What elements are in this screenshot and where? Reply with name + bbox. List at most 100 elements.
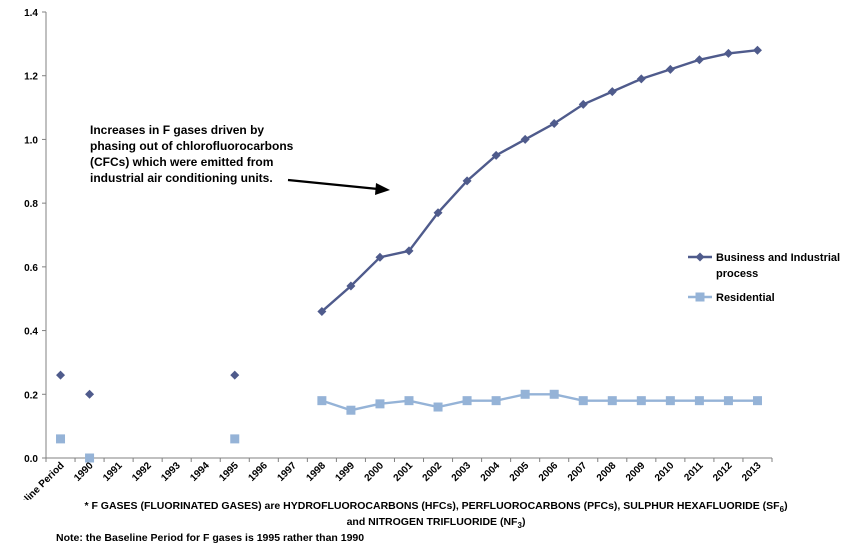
data-point [433,402,443,412]
legend-label: Residential [716,292,775,304]
data-point [85,453,95,463]
data-point [346,405,356,415]
data-point [230,370,240,380]
x-tick-label: 1993 [159,460,183,484]
footnote-line2: and NITROGEN TRIFLUORIDE (NF [346,516,518,529]
x-tick-label: 2001 [392,460,416,484]
y-tick-label: 0.4 [24,327,38,338]
x-tick-label: 2012 [711,460,735,484]
x-tick-label: 1997 [275,460,299,484]
footnote-line2-sub: 3 [517,521,522,531]
data-point [433,208,443,218]
y-tick-label: 1.0 [24,135,38,146]
data-point [230,434,240,444]
y-tick-label: 1.2 [24,72,38,83]
y-axis-ticks: 0.0 0.2 0.4 0.6 0.8 1.0 1.2 1.4 [24,8,46,465]
series-business-industrial [56,45,762,399]
footnote-f-gases: * F GASES (FLUORINATED GASES) are HYDROF… [56,500,816,532]
legend-item: Business and Industrial process [688,252,840,280]
y-tick-label: 0.6 [24,263,38,274]
chart-series [56,45,762,463]
legend-swatch-marker [695,292,705,302]
x-tick-label: 2008 [595,460,619,484]
data-point [491,150,501,160]
data-point [578,396,588,406]
data-point [694,55,704,65]
legend-swatch-marker [695,252,705,262]
data-point [491,396,501,406]
x-tick-label: 1990 [72,460,96,484]
footnote-line1-sub: 6 [779,505,785,515]
data-point [462,176,472,186]
series-line [321,49,758,313]
data-point [56,370,66,380]
footnote-line1-end: ) [784,500,788,512]
data-point [752,396,762,406]
data-point [636,396,646,406]
x-tick-label: 2006 [537,460,561,484]
x-tick-label: Baseline Period [6,460,67,500]
data-point [665,396,675,406]
arrow-shaft [287,178,379,191]
annotation-arrow [287,178,390,195]
footnote-note: Note: the Baseline Period for F gases is… [56,532,365,544]
series-residential [56,389,762,463]
line-chart: 0.0 0.2 0.4 0.6 0.8 1.0 1.2 1.4 Baseline Period… [6,8,840,500]
x-tick-label: 2007 [566,460,590,484]
arrow-head [375,183,390,195]
data-point [375,252,385,262]
legend-label-line: Business and Industrial [716,252,840,264]
data-point [404,246,414,256]
y-tick-label: 0.8 [24,199,38,210]
x-tick-label: 2010 [653,460,677,484]
x-tick-label: 1996 [246,460,270,484]
x-tick-label: 1995 [217,460,241,484]
x-tick-label: 2005 [508,460,532,484]
x-tick-label: 2000 [363,460,387,484]
x-tick-label: 2009 [624,460,648,484]
footnote-line2-end: ) [521,516,526,529]
data-point [317,306,327,316]
data-point [346,281,356,291]
legend-item: Residential [688,292,775,304]
data-point [694,396,704,406]
x-tick-label: 1999 [334,460,358,484]
footnote-line1: * F GASES (FLUORINATED GASES) are HYDROF… [84,500,780,512]
x-tick-label: 1994 [188,460,212,484]
data-point [549,389,559,399]
y-tick-label: 0.2 [24,390,38,401]
x-tick-label: 2013 [740,460,764,484]
data-point [636,74,646,84]
x-axis-ticks: Baseline Period 1990 1991 1992 1993 1994 1995 1… [6,458,773,500]
data-point [404,396,414,406]
y-tick-label: 0.0 [24,454,38,465]
data-point [317,396,327,406]
data-point [723,396,733,406]
x-tick-label: 2003 [450,460,474,484]
data-point [723,48,733,58]
x-tick-label: 1992 [130,460,154,484]
chart-axes [45,12,772,459]
data-point [607,87,617,97]
data-point [85,389,95,399]
data-point [375,399,385,409]
y-tick-label: 1.4 [24,8,38,19]
x-tick-label: 1991 [101,460,125,484]
chart-annotation: Increases in F gases driven by phasing o… [90,123,294,185]
data-point [665,64,675,74]
series-line [321,393,758,412]
data-point [578,99,588,109]
x-tick-label: 1998 [304,460,328,484]
chart-legend: Business and Industrial process Residentia… [688,252,840,304]
data-point [752,45,762,55]
data-point [520,134,530,144]
data-point [607,396,617,406]
x-tick-label: 2002 [421,460,445,484]
data-point [520,389,530,399]
data-point [549,119,559,128]
legend-label: Business and Industrial process [716,252,840,280]
x-tick-label: 2011 [682,460,705,483]
data-point [462,396,472,406]
data-point [56,434,66,444]
x-tick-label: 2004 [479,460,503,484]
